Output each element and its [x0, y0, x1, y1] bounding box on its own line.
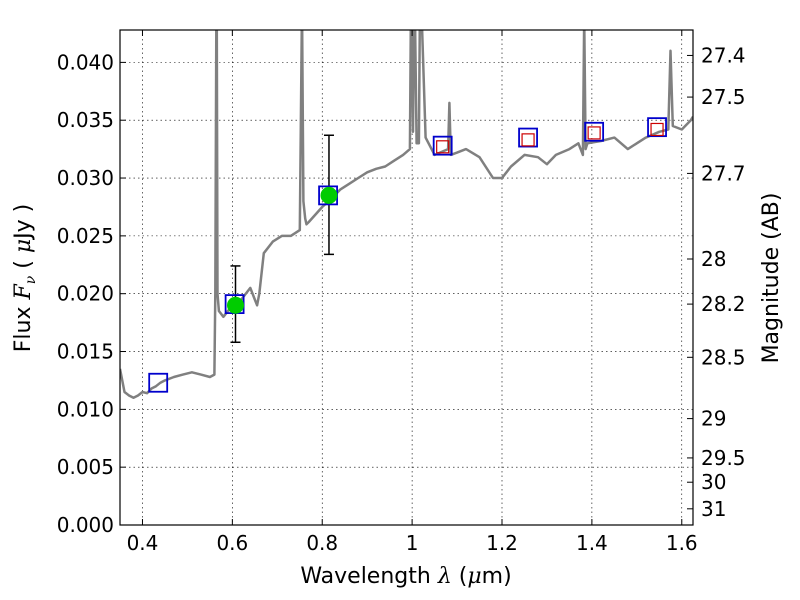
red-square-marker	[521, 133, 535, 147]
y-axis-ticks: 0.000 0.005 0.010 0.015 0.020 0.025 0.030 0.035…	[57, 50, 126, 537]
y-tick-label: 0.035	[57, 108, 114, 132]
y-tick-label: 0.000	[57, 513, 114, 537]
y2-tick-label: 29.5	[701, 446, 746, 470]
x-tick-label: 1	[406, 531, 419, 555]
blue-square-marker	[432, 135, 453, 156]
x-tick-label: 1.2	[486, 531, 518, 555]
green-photometry-point	[226, 296, 244, 314]
blue-square-marker	[584, 121, 605, 142]
series-layer	[120, 30, 693, 400]
y2-tick-label: 30	[701, 470, 726, 494]
blue-square-marker	[148, 372, 169, 393]
x-tick-label: 1.4	[576, 531, 608, 555]
x-tick-label: 0.8	[306, 531, 338, 555]
y-tick-label: 0.010	[57, 397, 114, 421]
y2-tick-label: 27.5	[701, 85, 746, 109]
x-tick-label: 0.4	[127, 531, 159, 555]
red-square-marker	[587, 126, 601, 140]
blue-square-marker	[647, 117, 667, 138]
y-tick-label: 0.030	[57, 166, 114, 190]
y2-tick-label: 31	[701, 497, 726, 521]
y-axis-label: Flux Fν ( μJy )	[11, 204, 39, 353]
y-tick-label: 0.005	[57, 455, 114, 479]
y2-tick-label: 29	[701, 407, 726, 431]
y-tick-label: 0.040	[57, 50, 114, 74]
x-axis-ticks: 0.4 0.6 0.8 1 1.2 1.4 1.6	[127, 30, 698, 555]
y2-axis-ticks: 27.4 27.5 27.7 28 28.2 28.5 29 29.530 31	[687, 43, 746, 521]
spectrum-line	[120, 30, 693, 400]
y2-tick-label: 27.7	[701, 161, 746, 185]
y-tick-label: 0.020	[57, 282, 114, 306]
plot-frame	[119, 29, 694, 526]
red-square-marker	[436, 140, 450, 154]
y2-tick-label: 27.4	[701, 43, 746, 67]
y2-axis-label: Magnitude (AB)	[759, 193, 784, 364]
y2-tick-label: 28.2	[701, 292, 746, 316]
plot-area	[120, 30, 693, 400]
x-axis-label: Wavelength λ (μm)	[300, 564, 511, 589]
x-tick-label: 0.6	[216, 531, 248, 555]
grid-lines	[120, 30, 693, 526]
blue-square-marker	[518, 127, 538, 148]
x-tick-label: 1.6	[666, 531, 698, 555]
green-photometry-point	[320, 186, 338, 204]
y2-tick-label: 28.5	[701, 345, 746, 369]
y-tick-label: 0.015	[57, 340, 114, 364]
red-square-marker	[650, 122, 664, 137]
y2-tick-label: 28	[701, 247, 726, 271]
y-tick-label: 0.025	[57, 224, 114, 248]
